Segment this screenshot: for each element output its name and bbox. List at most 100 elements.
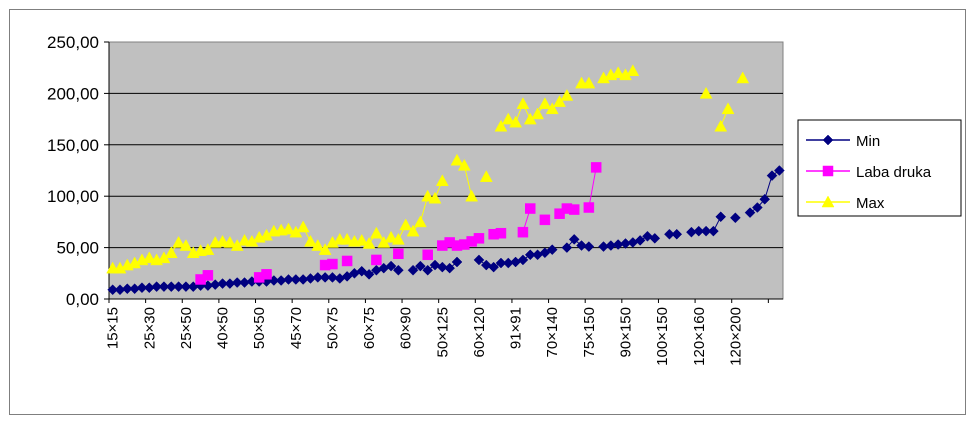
data-point xyxy=(296,220,310,233)
data-point xyxy=(744,207,756,219)
legend: Min Laba druka Max xyxy=(797,119,962,217)
data-point xyxy=(649,232,661,244)
data-point xyxy=(590,162,602,173)
data-point xyxy=(413,215,427,228)
data-point xyxy=(568,234,580,245)
data-point xyxy=(450,153,464,166)
y-tick-label: 150,00 xyxy=(47,136,99,155)
data-point xyxy=(363,268,375,280)
x-tick-label: 50×125 xyxy=(434,307,451,357)
data-point xyxy=(173,281,184,293)
x-tick-label: 60×120 xyxy=(471,307,488,357)
data-point xyxy=(773,165,785,176)
data-point xyxy=(583,241,595,252)
x-tick-label: 91×91 xyxy=(508,307,525,349)
data-point xyxy=(312,272,324,283)
data-point xyxy=(391,232,405,245)
data-point xyxy=(457,158,471,171)
data-point xyxy=(283,274,294,285)
data-point xyxy=(538,97,552,109)
data-point xyxy=(714,119,728,132)
data-point xyxy=(327,258,338,270)
series-square xyxy=(195,162,602,285)
data-point xyxy=(501,112,515,125)
data-point xyxy=(525,203,536,214)
series-triangle xyxy=(106,64,750,274)
data-point xyxy=(217,278,228,289)
data-point xyxy=(422,249,433,261)
data-point xyxy=(752,202,763,213)
data-point xyxy=(611,66,625,79)
data-point xyxy=(509,115,523,128)
legend-item: Max xyxy=(806,195,885,212)
legend-marker xyxy=(822,134,834,146)
data-point xyxy=(216,234,229,247)
data-point xyxy=(759,193,771,205)
data-point xyxy=(318,243,332,255)
data-point xyxy=(356,265,368,277)
data-point xyxy=(421,189,435,202)
data-point xyxy=(693,225,705,237)
data-point xyxy=(488,261,499,273)
data-point xyxy=(715,211,727,223)
data-point xyxy=(671,228,683,240)
data-point xyxy=(435,174,449,187)
data-point xyxy=(231,277,243,288)
data-point xyxy=(583,202,595,213)
legend-label: Max xyxy=(856,195,885,212)
data-point xyxy=(290,274,302,285)
data-point xyxy=(736,71,750,84)
data-point xyxy=(369,226,383,239)
legend-item: Min xyxy=(806,133,880,150)
data-point xyxy=(327,272,338,283)
data-point xyxy=(158,281,170,293)
data-point xyxy=(436,261,448,273)
data-point xyxy=(524,249,536,261)
y-tick-label: 100,00 xyxy=(47,187,99,206)
data-point xyxy=(479,170,493,182)
data-point xyxy=(700,225,712,237)
y-tick-label: 50,00 xyxy=(56,239,99,258)
data-point xyxy=(517,226,529,238)
data-point xyxy=(664,228,675,240)
x-tick-label: 50×75 xyxy=(324,307,341,349)
data-point xyxy=(545,102,559,115)
data-point xyxy=(164,246,178,258)
legend-item: Laba druka xyxy=(806,164,932,181)
x-tick-label: 45×70 xyxy=(288,307,305,349)
data-point xyxy=(121,283,133,295)
x-tick-label: 70×140 xyxy=(544,307,561,357)
data-point xyxy=(393,264,404,276)
data-point xyxy=(202,270,214,281)
line-chart: 0,00 50,00 100,00 150,00 200,00 250,00 15×15 2… xyxy=(47,33,962,366)
x-tick-label: 15×15 xyxy=(105,307,122,349)
data-point xyxy=(341,271,353,282)
data-point xyxy=(172,235,186,248)
x-tick-label: 25×50 xyxy=(178,307,195,349)
data-point xyxy=(282,222,295,235)
data-point xyxy=(399,218,413,231)
data-point xyxy=(699,86,713,99)
x-tick-label: 25×30 xyxy=(141,307,158,349)
data-point xyxy=(385,260,397,272)
data-point xyxy=(165,281,177,293)
legend-marker xyxy=(822,165,834,177)
data-point xyxy=(495,257,507,269)
data-point xyxy=(531,107,544,120)
plot-area xyxy=(108,41,784,300)
y-tick-label: 200,00 xyxy=(47,84,99,103)
data-point xyxy=(304,234,317,247)
data-point xyxy=(582,76,596,89)
data-point xyxy=(576,240,587,251)
data-point xyxy=(473,233,485,244)
data-point xyxy=(407,264,419,276)
data-point xyxy=(721,102,735,115)
data-point xyxy=(561,242,573,253)
data-point xyxy=(238,233,251,246)
data-point xyxy=(634,235,646,246)
data-point xyxy=(201,243,215,255)
data-point xyxy=(560,88,574,101)
data-point xyxy=(393,248,404,260)
data-point xyxy=(766,170,778,181)
x-tick-label: 100×150 xyxy=(654,307,671,366)
